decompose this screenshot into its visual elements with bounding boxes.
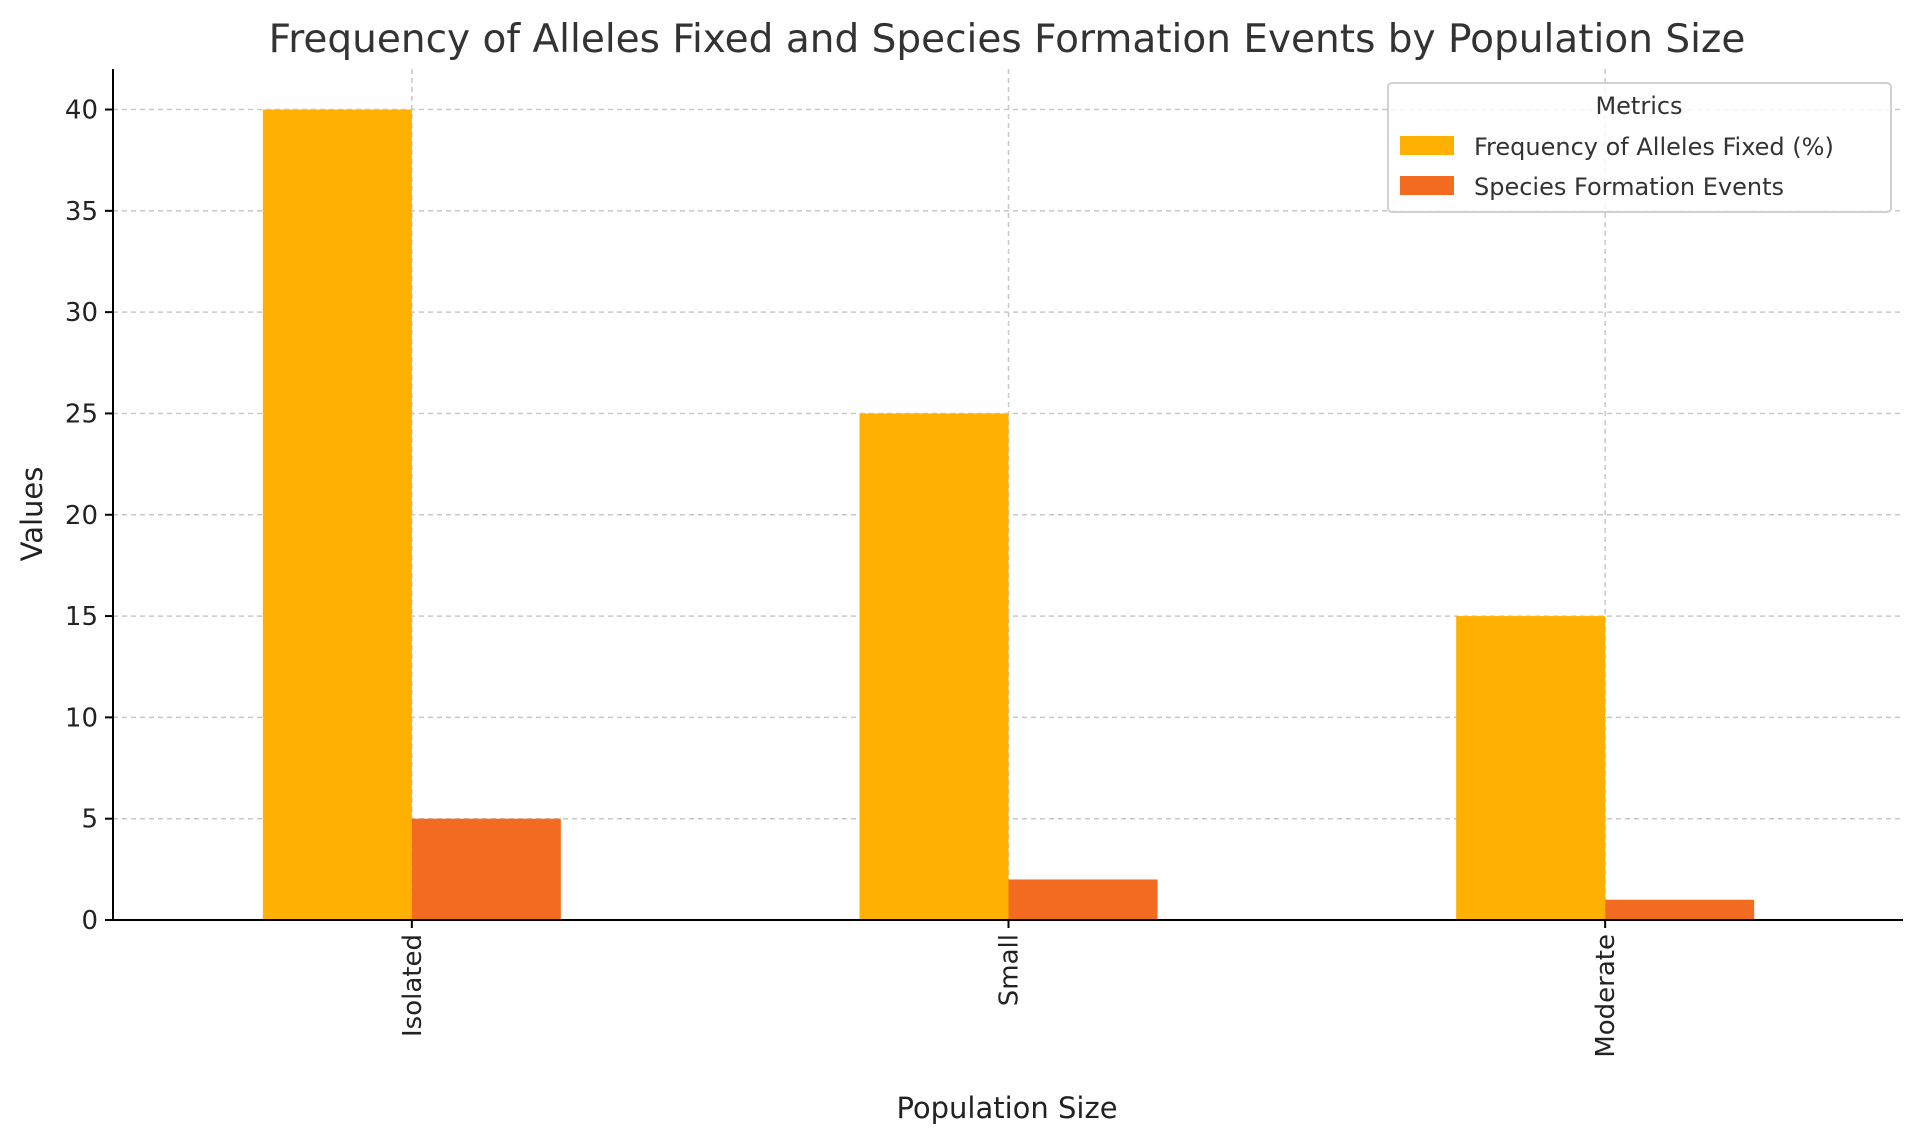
bar-isolated-series-1 [262,109,412,921]
chart-title: Frequency of Alleles Fixed and Species F… [269,17,1746,62]
y-tick-label: 30 [65,298,98,328]
y-tick-label: 25 [65,399,98,429]
y-tick-label: 35 [65,197,98,227]
legend-box [1387,82,1892,213]
y-tick-label: 10 [65,703,98,733]
legend-swatch-1 [1400,136,1454,155]
x-tick-label: Isolated [398,934,428,1037]
y-axis-ticks: 0 5 10 15 20 25 30 35 40 [65,96,113,936]
y-tick-label: 40 [65,96,98,126]
x-axis-label: Population Size [896,1091,1117,1125]
legend-swatch-2 [1400,176,1454,195]
bar-small-series-2 [1008,879,1158,920]
y-tick-label: 20 [65,501,98,531]
bar-moderate-series-1 [1456,616,1606,920]
y-tick-label: 15 [65,602,98,632]
y-tick-label: 0 [81,906,98,936]
bars [262,109,1755,921]
legend-label-2: Species Formation Events [1474,173,1784,201]
y-axis-label: Values [15,467,49,562]
x-axis-ticks: Isolated Small Moderate [398,920,1621,1058]
legend-label-1: Frequency of Alleles Fixed (%) [1474,133,1834,161]
legend: Metrics Frequency of Alleles Fixed (%) Sp… [1387,82,1892,213]
bar-isolated-series-2 [411,818,561,920]
x-tick-label: Moderate [1591,934,1621,1058]
bar-moderate-series-2 [1605,899,1755,920]
legend-title: Metrics [1595,92,1682,120]
bar-small-series-1 [859,413,1009,920]
y-tick-label: 5 [81,805,98,835]
x-tick-label: Small [995,934,1025,1006]
